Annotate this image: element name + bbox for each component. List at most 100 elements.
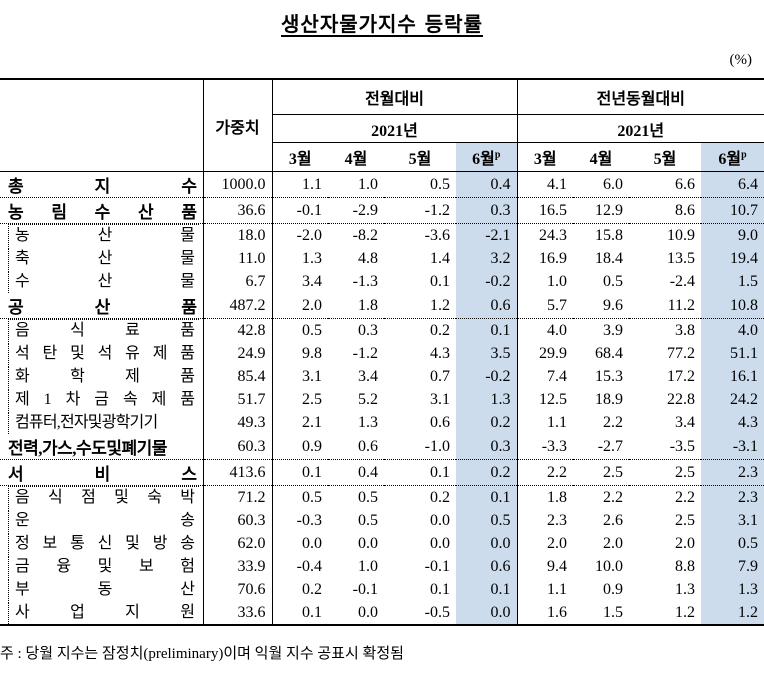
mom-value-cell: 0.0 xyxy=(271,532,328,555)
row-label-box: 제1차금속제품 xyxy=(8,388,199,411)
yoy-value-cell: 2.2 xyxy=(603,488,624,506)
mom-value-cell: 0.0 xyxy=(430,511,450,529)
row-label-cell: 정보통신및방송 xyxy=(0,532,203,555)
mom-value-cell: 0.3 xyxy=(358,321,378,339)
row-label: 농림수산품 xyxy=(8,203,197,222)
month-label: 4월 xyxy=(344,151,368,168)
row-label: 음식점및숙박 xyxy=(15,489,203,506)
month-label: 5월 xyxy=(653,151,677,168)
yoy-value-cell: 1.3 xyxy=(675,580,696,598)
mom-value-cell: 9.8 xyxy=(271,342,328,365)
yoy-value-cell: 2.2 xyxy=(603,413,624,431)
weight-cell: 36.6 xyxy=(202,197,272,224)
mom-value-cell: 0.1 xyxy=(271,459,328,486)
yoy-value-cell: 6.6 xyxy=(629,171,702,198)
mom-value-cell: 0.2 xyxy=(430,321,450,339)
mom-value-cell: 0.4 xyxy=(328,459,384,486)
yoy-value-cell: 10.9 xyxy=(667,226,696,244)
mom-value-cell: 1.3 xyxy=(358,413,378,431)
yoy-value-cell: 8.8 xyxy=(675,557,696,575)
row-label-cell: 금융및보험 xyxy=(0,555,203,578)
yoy-value-cell: 9.4 xyxy=(516,555,574,578)
row-label-cell: 컴퓨터,전자및광학기기 xyxy=(0,411,203,434)
header-mom-month-4: 4월 xyxy=(328,142,384,172)
table-row: 총지수 1000.01.11.00.50.44.16.06.66.4 xyxy=(0,171,764,198)
mom-value-cell: 1.3 xyxy=(456,388,518,411)
row-label-box: 공산품 xyxy=(8,293,199,318)
yoy-value-cell: 2.0 xyxy=(603,534,624,552)
mom-value-cell: 0.6 xyxy=(328,434,384,460)
weight-cell: 33.6 xyxy=(202,601,272,626)
table-row: 석탄및석유제품 24.9 9.8 -1.2 4.3 3.5 29.9 68.4 77.2 51.1 xyxy=(0,342,764,365)
yoy-value-cell: 2.0 xyxy=(516,532,574,555)
mom-value-cell: 0.1 xyxy=(456,318,518,342)
yoy-value-cell: 6.0 xyxy=(573,171,630,198)
row-label-box: 정보통신및방송 xyxy=(8,532,199,555)
mom-value-cell: 0.4 xyxy=(456,171,518,198)
header-weight: 가중치 xyxy=(202,79,272,172)
weight-cell: 42.8 xyxy=(202,318,272,342)
mom-value-cell: 0.9 xyxy=(271,434,328,460)
yoy-value-cell: 9.6 xyxy=(573,293,630,319)
table-row: 정보통신및방송 62.0 0.0 0.0 0.0 0.0 2.0 2.0 2.0 0.5 xyxy=(0,532,764,555)
table-row: 운송60.3-0.30.50.00.52.32.62.53.1 xyxy=(0,509,764,532)
yoy-value-cell: 1.1 xyxy=(516,578,574,601)
row-label: 석탄및석유제품 xyxy=(15,344,203,362)
yoy-value-cell: 1.3 xyxy=(701,578,764,601)
page-title: 생산자물가지수 등락률 xyxy=(281,12,483,36)
mom-value-cell: 0.6 xyxy=(456,293,518,319)
mom-value-cell: 0.5 xyxy=(271,485,328,509)
yoy-value-cell: 17.2 xyxy=(667,367,696,385)
row-label: 부동산 xyxy=(15,580,195,598)
weight-cell: 6.7 xyxy=(202,270,272,293)
row-label: 농산물 xyxy=(15,227,195,244)
yoy-value-cell: 15.3 xyxy=(595,367,624,385)
month-label: 6월 xyxy=(718,151,742,168)
row-label-cell: 서비스 xyxy=(0,459,203,486)
weight-cell: 71.2 xyxy=(202,485,272,509)
mom-value-cell: 0.5 xyxy=(456,509,518,532)
yoy-value-cell: 1.2 xyxy=(629,601,702,626)
yoy-value-cell: 0.5 xyxy=(701,532,764,555)
row-label: 사업지원 xyxy=(15,603,195,621)
row-label: 음식료품 xyxy=(15,322,195,339)
weight-cell: 51.7 xyxy=(202,388,272,411)
table-row: 서비스413.60.10.40.10.22.22.52.52.3 xyxy=(0,459,764,486)
weight-cell: 1000.0 xyxy=(202,171,272,198)
header-mom: 전월대비 xyxy=(271,79,518,115)
yoy-value-cell: 2.5 xyxy=(675,511,696,529)
mom-value-cell: -8.2 xyxy=(352,226,378,244)
mom-value-cell: 3.4 xyxy=(358,367,378,385)
ppi-change-table: 가중치 전월대비 전년동월대비 2021년 2021년 3월 4월 5월 6월p 3월 4… xyxy=(0,78,764,626)
weight-cell: 70.6 xyxy=(202,578,272,601)
row-label-cell: 운송 xyxy=(0,509,203,532)
mom-value-cell: -0.2 xyxy=(456,270,518,293)
yoy-value-cell: 2.2 xyxy=(675,488,696,506)
header-yoy-year: 2021년 xyxy=(516,114,764,143)
yoy-value-cell: 19.4 xyxy=(701,247,764,270)
row-label-cell: 전력,가스,수도및폐기물 xyxy=(0,434,203,460)
table-row: 부동산70.60.2-0.10.10.11.10.91.31.3 xyxy=(0,578,764,601)
mom-value-cell: 1.3 xyxy=(271,247,328,270)
header-mom-year: 2021년 xyxy=(271,114,518,143)
mom-value-cell: -0.2 xyxy=(456,365,518,388)
yoy-value-cell: 1.2 xyxy=(701,601,764,626)
weight-cell: 24.9 xyxy=(202,342,272,365)
mom-value-cell: 1.4 xyxy=(430,249,450,267)
header-mom-month-3: 3월 xyxy=(271,142,328,172)
yoy-value-cell: 16.9 xyxy=(516,247,574,270)
month-label: 3월 xyxy=(533,151,557,168)
mom-value-cell: 0.1 xyxy=(430,580,450,598)
yoy-value-cell: 2.3 xyxy=(701,459,764,486)
row-label-box: 축산물 xyxy=(8,247,199,270)
table-row: 축산물 11.01.3 4.8 1.4 3.216.9 18.4 13.5 19.4 xyxy=(0,247,764,270)
row-label-box: 수산물 xyxy=(8,270,199,293)
yoy-value-cell: -3.1 xyxy=(701,434,764,460)
mom-value-cell: 0.5 xyxy=(384,171,456,198)
mom-value-cell: 0.1 xyxy=(456,485,518,509)
yoy-value-cell: 1.5 xyxy=(701,270,764,293)
mom-value-cell: 3.1 xyxy=(430,390,450,408)
mom-value-cell: -3.6 xyxy=(424,226,450,244)
row-label: 수산물 xyxy=(15,272,195,290)
mom-value-cell: -0.1 xyxy=(424,557,450,575)
